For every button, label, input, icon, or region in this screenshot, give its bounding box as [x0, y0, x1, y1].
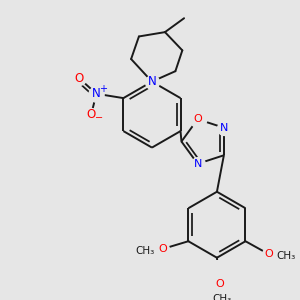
Text: O: O — [193, 114, 202, 124]
Text: O: O — [158, 244, 167, 254]
Text: CH₃: CH₃ — [135, 246, 154, 256]
Text: N: N — [194, 159, 202, 169]
Text: +: + — [99, 84, 107, 94]
Text: O: O — [265, 249, 273, 259]
Text: O: O — [86, 108, 96, 121]
Text: O: O — [215, 279, 224, 289]
Text: CH₃: CH₃ — [277, 251, 296, 261]
Text: −: − — [95, 113, 103, 123]
Text: CH₃: CH₃ — [212, 294, 232, 300]
Text: N: N — [148, 75, 156, 88]
Text: N: N — [92, 87, 101, 100]
Text: N: N — [220, 123, 228, 133]
Text: O: O — [74, 72, 84, 85]
